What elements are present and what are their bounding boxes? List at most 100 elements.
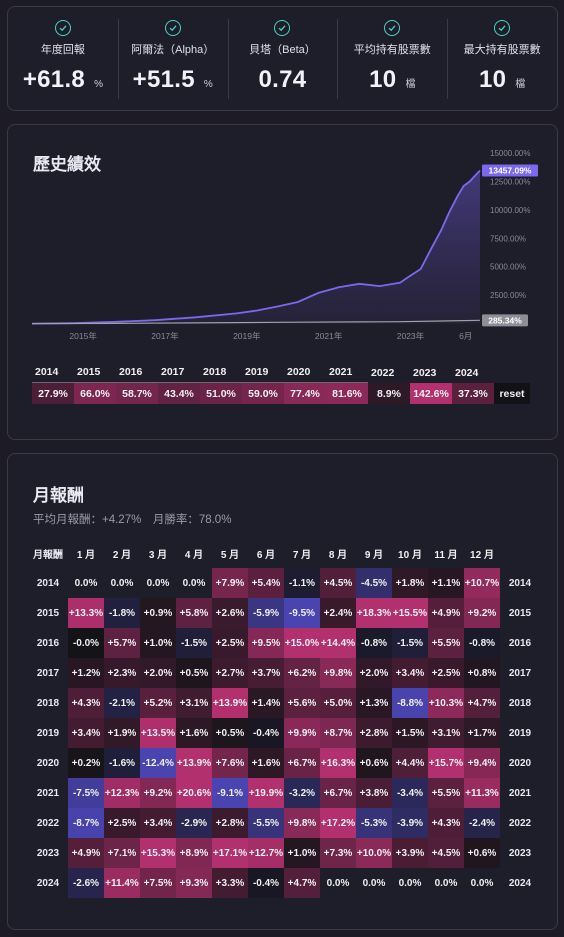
heatmap-cell[interactable]: -3.2% xyxy=(284,778,320,808)
heatmap-cell[interactable]: +17.1% xyxy=(212,838,248,868)
heatmap-cell[interactable]: -3.9% xyxy=(392,808,428,838)
heatmap-cell[interactable]: +2.0% xyxy=(356,658,392,688)
heatmap-cell[interactable]: +3.1% xyxy=(428,718,464,748)
heatmap-cell[interactable]: 0.0% xyxy=(362,877,386,889)
heatmap-cell[interactable]: +2.5% xyxy=(428,658,464,688)
heatmap-cell[interactable]: +2.8% xyxy=(356,718,392,748)
heatmap-cell[interactable]: +2.5% xyxy=(212,628,248,658)
heatmap-cell[interactable]: +15.7% xyxy=(428,748,464,778)
heatmap-cell[interactable]: +5.2% xyxy=(140,688,176,718)
heatmap-cell[interactable]: +5.0% xyxy=(320,688,356,718)
heatmap-cell[interactable]: -8.7% xyxy=(68,808,104,838)
history-chart[interactable]: 15000.00% 12500.00% 10000.00% 7500.00% 5000.… xyxy=(32,145,542,345)
heatmap-cell[interactable]: +4.3% xyxy=(68,688,104,718)
heatmap-cell[interactable]: -9.1% xyxy=(212,778,248,808)
heatmap-cell[interactable]: +1.4% xyxy=(248,688,284,718)
heatmap-cell[interactable]: +0.8% xyxy=(464,658,500,688)
heatmap-cell[interactable]: -0.8% xyxy=(464,628,500,658)
heatmap-cell[interactable]: +1.2% xyxy=(68,658,104,688)
heatmap-cell[interactable]: +13.3% xyxy=(68,598,104,628)
year-return-cell[interactable]: 27.9% xyxy=(32,383,74,404)
heatmap-cell[interactable]: -1.6% xyxy=(104,748,140,778)
heatmap-cell[interactable]: -1.8% xyxy=(104,598,140,628)
heatmap-cell[interactable]: +13.9% xyxy=(176,748,212,778)
heatmap-cell[interactable]: +3.3% xyxy=(212,868,248,898)
heatmap-cell[interactable]: +3.1% xyxy=(176,688,212,718)
heatmap-cell[interactable]: +1.1% xyxy=(428,568,464,598)
heatmap-cell[interactable]: +1.3% xyxy=(356,688,392,718)
heatmap-cell[interactable]: -0.4% xyxy=(248,718,284,748)
heatmap-cell[interactable]: +7.5% xyxy=(140,868,176,898)
heatmap-cell[interactable]: +6.7% xyxy=(284,748,320,778)
heatmap-cell[interactable]: -7.5% xyxy=(68,778,104,808)
heatmap-cell[interactable]: -3.4% xyxy=(392,778,428,808)
year-return-cell[interactable]: 59.0% xyxy=(242,383,284,404)
heatmap-cell[interactable]: -0.8% xyxy=(356,628,392,658)
heatmap-cell[interactable]: +4.5% xyxy=(320,568,356,598)
heatmap-cell[interactable]: +10.3% xyxy=(428,688,464,718)
heatmap-cell[interactable]: +16.3% xyxy=(320,748,356,778)
heatmap-cell[interactable]: +0.9% xyxy=(140,598,176,628)
heatmap-cell[interactable]: 0.0% xyxy=(398,877,422,889)
heatmap-cell[interactable]: +3.4% xyxy=(392,658,428,688)
heatmap-cell[interactable]: +0.6% xyxy=(356,748,392,778)
heatmap-cell[interactable]: +2.5% xyxy=(104,808,140,838)
heatmap-cell[interactable]: 0.0% xyxy=(470,877,494,889)
heatmap-cell[interactable]: +8.7% xyxy=(320,718,356,748)
heatmap-cell[interactable]: +3.7% xyxy=(248,658,284,688)
heatmap-cell[interactable]: +9.3% xyxy=(176,868,212,898)
heatmap-cell[interactable]: +4.9% xyxy=(68,838,104,868)
heatmap-cell[interactable]: -5.5% xyxy=(248,808,284,838)
year-return-cell[interactable]: 51.0% xyxy=(200,383,242,404)
heatmap-cell[interactable]: -12.4% xyxy=(140,748,176,778)
year-return-cell[interactable]: 37.3% xyxy=(452,383,494,404)
heatmap-cell[interactable]: +12.7% xyxy=(248,838,284,868)
heatmap-cell[interactable]: +3.4% xyxy=(68,718,104,748)
heatmap-cell[interactable]: +9.2% xyxy=(140,778,176,808)
heatmap-cell[interactable]: +15.0% xyxy=(284,628,320,658)
heatmap-cell[interactable]: +1.6% xyxy=(176,718,212,748)
heatmap-cell[interactable]: -1.5% xyxy=(392,628,428,658)
heatmap-cell[interactable]: +11.3% xyxy=(464,778,500,808)
heatmap-cell[interactable]: 0.0% xyxy=(74,577,98,589)
heatmap-cell[interactable]: +9.2% xyxy=(464,598,500,628)
heatmap-cell[interactable]: +5.5% xyxy=(428,778,464,808)
heatmap-cell[interactable]: -4.5% xyxy=(356,568,392,598)
heatmap-cell[interactable]: +0.5% xyxy=(212,718,248,748)
year-return-cell[interactable]: 66.0% xyxy=(74,383,116,404)
heatmap-cell[interactable]: +3.4% xyxy=(140,808,176,838)
heatmap-cell[interactable]: -0.4% xyxy=(248,868,284,898)
heatmap-cell[interactable]: +5.8% xyxy=(176,598,212,628)
heatmap-cell[interactable]: 0.0% xyxy=(434,877,458,889)
heatmap-cell[interactable]: +4.9% xyxy=(428,598,464,628)
heatmap-cell[interactable]: -2.6% xyxy=(68,868,104,898)
heatmap-cell[interactable]: +18.3% xyxy=(356,598,392,628)
heatmap-cell[interactable]: +3.8% xyxy=(356,778,392,808)
heatmap-cell[interactable]: +0.5% xyxy=(176,658,212,688)
heatmap-cell[interactable]: +4.7% xyxy=(464,688,500,718)
heatmap-cell[interactable]: -8.8% xyxy=(392,688,428,718)
strategy-line[interactable] xyxy=(32,169,481,325)
heatmap-cell[interactable]: +4.7% xyxy=(284,868,320,898)
year-return-cell[interactable]: 142.6% xyxy=(410,383,452,404)
heatmap-cell[interactable]: +13.9% xyxy=(212,688,248,718)
reset-button[interactable]: reset xyxy=(494,383,530,404)
heatmap-cell[interactable]: -9.5% xyxy=(284,598,320,628)
heatmap-cell[interactable]: +2.3% xyxy=(104,658,140,688)
heatmap-cell[interactable]: +9.9% xyxy=(284,718,320,748)
heatmap-cell[interactable]: +4.3% xyxy=(428,808,464,838)
heatmap-cell[interactable]: +2.6% xyxy=(212,598,248,628)
heatmap-cell[interactable]: +5.6% xyxy=(284,688,320,718)
heatmap-cell[interactable]: +1.0% xyxy=(284,838,320,868)
heatmap-cell[interactable]: +2.7% xyxy=(212,658,248,688)
heatmap-cell[interactable]: +1.8% xyxy=(392,568,428,598)
heatmap-cell[interactable]: +15.5% xyxy=(392,598,428,628)
heatmap-cell[interactable]: +6.7% xyxy=(320,778,356,808)
year-return-cell[interactable]: 81.6% xyxy=(326,383,368,404)
heatmap-cell[interactable]: +17.2% xyxy=(320,808,356,838)
heatmap-cell[interactable]: +13.5% xyxy=(140,718,176,748)
heatmap-cell[interactable]: -2.9% xyxy=(176,808,212,838)
heatmap-cell[interactable]: +5.5% xyxy=(428,628,464,658)
heatmap-cell[interactable]: 0.0% xyxy=(146,577,170,589)
heatmap-cell[interactable]: -5.9% xyxy=(248,598,284,628)
